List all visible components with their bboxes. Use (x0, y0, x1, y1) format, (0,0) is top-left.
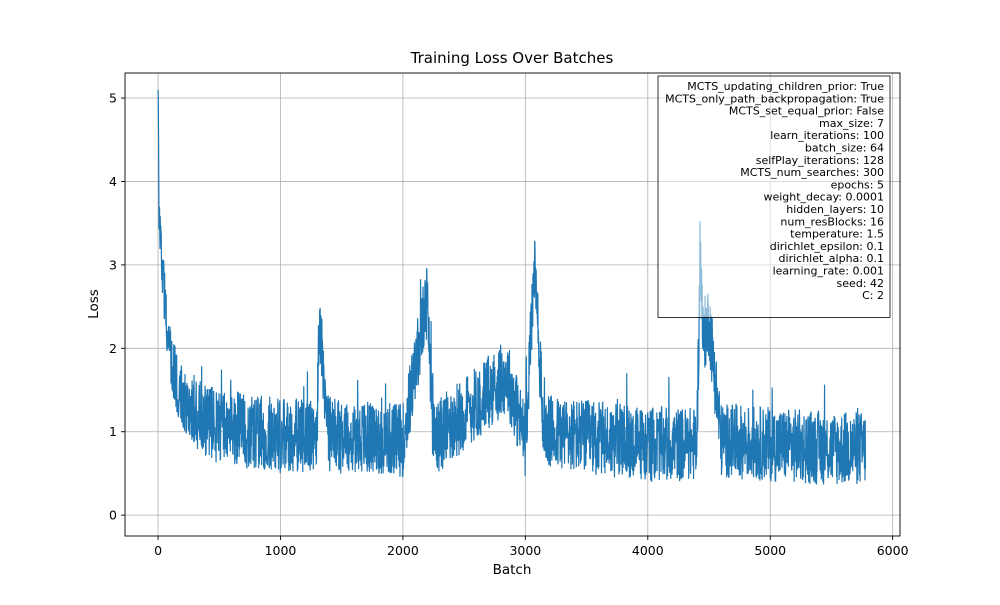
hyperparameter-line: max_size: 7 (819, 117, 884, 130)
hyperparameter-line: weight_decay: 0.0001 (763, 191, 884, 204)
loss-series-line (157, 89, 867, 485)
y-tick-label: 2 (109, 341, 117, 356)
hyperparameter-line: hidden_layers: 10 (786, 203, 884, 216)
y-tick-label: 0 (109, 508, 117, 523)
hyperparameter-line: MCTS_only_path_backpropagation: True (665, 92, 884, 105)
y-tick-label: 4 (109, 174, 117, 189)
x-axis-label: Batch (493, 562, 532, 578)
hyperparameter-line: num_resBlocks: 16 (780, 215, 884, 228)
hyperparameter-line: MCTS_updating_children_prior: True (687, 80, 884, 93)
y-tick-label: 1 (109, 424, 117, 439)
plot-area (157, 89, 867, 485)
x-tick-label: 0 (154, 543, 162, 558)
hyperparameter-line: C: 2 (862, 289, 884, 302)
x-tick-label: 4000 (632, 543, 664, 558)
hyperparameter-line: seed: 42 (837, 277, 884, 290)
hyperparameter-box: MCTS_updating_children_prior: TrueMCTS_o… (657, 75, 891, 318)
hyperparameter-line: dirichlet_alpha: 0.1 (779, 252, 884, 265)
x-tick-label: 5000 (754, 543, 786, 558)
chart-title: Training Loss Over Batches (410, 49, 614, 67)
axes: 0 1000 2000 3000 4000 5000 6000 0 1 2 3 4 5 (109, 72, 909, 558)
y-tick-label: 3 (109, 257, 117, 272)
x-tick-label: 1000 (265, 543, 297, 558)
x-tick-label: 6000 (877, 543, 909, 558)
hyperparameter-line: learning_rate: 0.001 (773, 265, 884, 278)
y-tick-label: 5 (109, 91, 117, 106)
hyperparameter-line: batch_size: 64 (805, 142, 884, 155)
hyperparameter-box-frame (657, 75, 891, 318)
hyperparameter-line: MCTS_set_equal_prior: False (729, 105, 884, 118)
hyperparameter-line: epochs: 5 (831, 178, 884, 191)
hyperparameter-line: dirichlet_epsilon: 0.1 (770, 240, 884, 253)
hyperparameter-line: temperature: 1.5 (790, 228, 884, 241)
x-tick-label: 3000 (509, 543, 541, 558)
hyperparameter-line: learn_iterations: 100 (770, 129, 884, 142)
x-tick-label: 2000 (387, 543, 419, 558)
axes-frame (124, 72, 901, 537)
hyperparameter-line: MCTS_num_searches: 300 (740, 166, 884, 179)
y-axis-label: Loss (86, 289, 102, 319)
hyperparameter-line: selfPlay_iterations: 128 (756, 154, 884, 167)
